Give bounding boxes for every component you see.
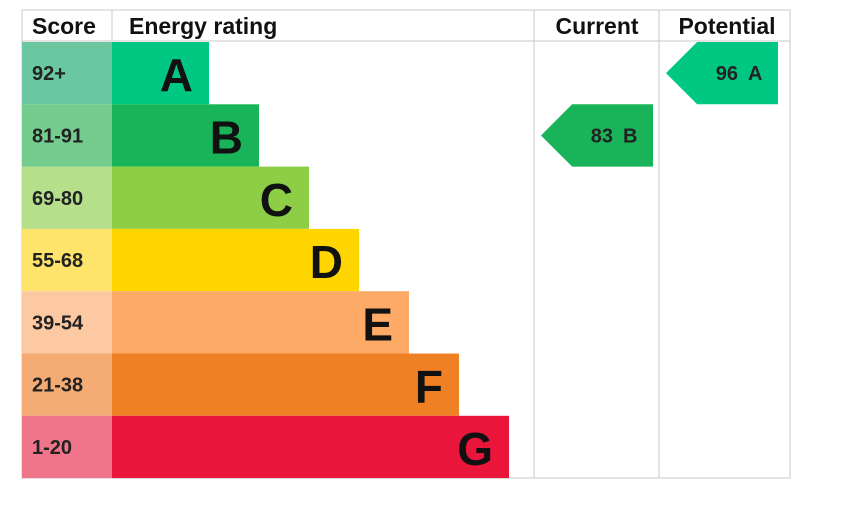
score-label: 81-91	[32, 125, 83, 147]
header-rating: Energy rating	[129, 13, 277, 39]
rating-bar	[112, 42, 209, 105]
rating-bar	[112, 166, 309, 229]
current-letter: B	[623, 125, 637, 147]
potential-arrow	[666, 42, 778, 105]
score-cell	[22, 415, 112, 479]
rating-letter: G	[457, 423, 493, 475]
rating-letter: B	[210, 111, 243, 163]
score-cell	[22, 42, 112, 105]
score-cell	[22, 166, 112, 229]
rating-letter: F	[415, 361, 443, 413]
score-label: 92+	[32, 63, 66, 85]
score-cell	[22, 228, 112, 292]
rating-bar	[112, 104, 259, 167]
rating-bar	[112, 415, 509, 479]
score-label: 39-54	[32, 312, 84, 334]
rating-letter: D	[310, 236, 343, 288]
rating-bar	[112, 353, 459, 416]
header-current: Current	[555, 13, 638, 39]
rating-letter: A	[160, 49, 193, 101]
score-cell	[22, 104, 112, 167]
rating-bar	[112, 291, 409, 354]
rating-bar	[112, 228, 359, 292]
score-cell	[22, 353, 112, 416]
score-label: 1-20	[32, 437, 72, 459]
score-label: 55-68	[32, 250, 83, 272]
header-score: Score	[32, 13, 96, 39]
rating-letter: C	[260, 174, 293, 226]
current-arrow	[541, 104, 653, 167]
score-label: 21-38	[32, 375, 83, 397]
potential-letter: A	[748, 63, 762, 85]
potential-value: 96	[716, 63, 738, 85]
score-label: 69-80	[32, 188, 83, 210]
rating-letter: E	[362, 298, 393, 350]
score-cell	[22, 291, 112, 354]
header-potential: Potential	[678, 13, 775, 39]
current-value: 83	[591, 125, 613, 147]
